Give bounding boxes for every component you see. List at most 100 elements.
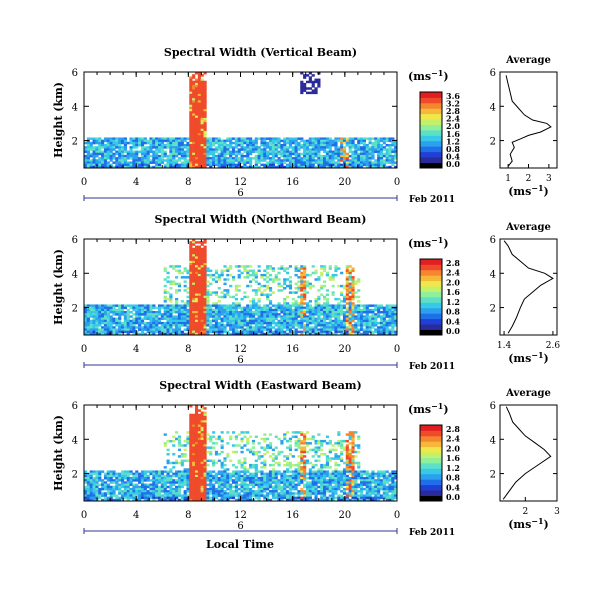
heatmap-cell — [132, 477, 136, 480]
heatmap-cell — [183, 152, 187, 156]
heatmap-cell — [172, 472, 176, 476]
heatmap-cell — [260, 284, 264, 288]
heatmap-cell — [294, 328, 298, 331]
heatmap-cell — [155, 328, 159, 331]
heatmap-cell — [240, 474, 244, 478]
heatmap-cell — [123, 141, 127, 145]
heatmap-cell — [135, 137, 139, 140]
heatmap-cell — [109, 324, 113, 327]
heatmap-cell — [123, 477, 127, 480]
heatmap-cell — [155, 474, 159, 478]
heatmap-cell — [163, 496, 167, 500]
heatmap-cell — [220, 321, 224, 325]
heatmap-cell — [283, 330, 287, 334]
heatmap-cell — [377, 321, 381, 325]
heatmap-cell — [234, 472, 238, 476]
heatmap-cell — [254, 146, 258, 149]
heatmap-cell — [95, 161, 99, 164]
heatmap-cell — [197, 326, 201, 329]
heatmap-cell — [115, 485, 119, 489]
heatmap-cell — [240, 317, 244, 321]
heatmap-cell — [351, 163, 355, 167]
heatmap-cell — [118, 496, 122, 500]
heatmap-cell — [317, 321, 321, 325]
heatmap-cell — [286, 154, 290, 158]
heatmap-cell — [240, 470, 244, 473]
heatmap-cell — [288, 317, 293, 321]
heatmap-cell — [311, 163, 315, 167]
heatmap-cell — [271, 165, 275, 169]
heatmap-cell — [325, 161, 330, 164]
heatmap-cell — [126, 485, 130, 489]
heatmap-cell — [368, 141, 372, 145]
heatmap-cell — [92, 317, 96, 321]
heatmap-cell — [197, 483, 201, 487]
heatmap-cell — [394, 330, 398, 334]
heatmap-cell — [223, 498, 227, 502]
heatmap-cell — [266, 324, 270, 327]
heatmap-cell — [249, 152, 253, 156]
heatmap-cell — [172, 479, 176, 482]
heatmap-cell — [197, 496, 201, 500]
heatmap-cell — [212, 148, 216, 151]
heatmap-cell — [243, 485, 247, 489]
heatmap-cell — [300, 139, 304, 143]
heatmap-cell — [186, 485, 190, 489]
heatmap-cell — [223, 152, 227, 156]
heatmap-cell — [266, 137, 270, 140]
heatmap-cell — [200, 498, 204, 502]
heatmap-cell — [189, 332, 193, 336]
heatmap-cell — [357, 141, 361, 145]
heatmap-cell — [172, 317, 176, 321]
heatmap-cell — [229, 487, 233, 491]
heatmap-cell — [348, 306, 352, 310]
heatmap-cell — [126, 487, 130, 491]
heatmap-cell — [103, 148, 108, 151]
heatmap-cell — [203, 470, 207, 473]
heatmap-cell — [217, 479, 221, 482]
heatmap-cell — [192, 111, 196, 114]
heatmap-cell — [92, 141, 96, 145]
heatmap-cell — [300, 157, 304, 160]
heatmap-cell — [86, 154, 90, 158]
heatmap-cell — [98, 146, 102, 149]
heatmap-cell — [288, 161, 293, 164]
heatmap-cell — [192, 313, 196, 316]
heatmap-cell — [118, 306, 122, 310]
colorbar-segment — [420, 157, 442, 163]
heatmap-cell — [314, 321, 318, 325]
heatmap-cell — [334, 144, 338, 147]
heatmap-cell — [106, 479, 110, 482]
heatmap-cell — [194, 448, 199, 452]
heatmap-cell — [146, 498, 150, 502]
heatmap-cell — [194, 435, 199, 439]
heatmap-cell — [345, 137, 349, 140]
heatmap-cell — [271, 159, 275, 162]
heatmap-cell — [98, 330, 102, 334]
heatmap-cell — [203, 496, 207, 500]
heatmap-cell — [266, 293, 270, 297]
heatmap-cell — [180, 472, 184, 476]
heatmap-cell — [132, 317, 136, 321]
heatmap-cell — [362, 141, 366, 145]
heatmap-cell — [166, 481, 170, 484]
heatmap-cell — [106, 492, 110, 495]
heatmap-cell — [169, 487, 173, 491]
heatmap-cell — [209, 293, 213, 297]
heatmap-cell — [323, 269, 327, 273]
heatmap-cell — [118, 154, 122, 158]
average-x-tick-label: 2 — [526, 174, 532, 184]
heatmap-cell — [226, 159, 230, 162]
heatmap-cell — [163, 154, 167, 158]
heatmap-cell — [192, 241, 196, 244]
heatmap-cell — [192, 122, 196, 125]
heatmap-cell — [288, 265, 293, 268]
heatmap-cell — [291, 137, 295, 140]
heatmap-cell — [243, 165, 247, 169]
heatmap-cell — [197, 113, 201, 116]
heatmap-cell — [314, 159, 318, 162]
heatmap-cell — [283, 324, 287, 327]
heatmap-cell — [166, 328, 170, 331]
heatmap-cell — [314, 161, 318, 164]
heatmap-cell — [226, 442, 230, 445]
